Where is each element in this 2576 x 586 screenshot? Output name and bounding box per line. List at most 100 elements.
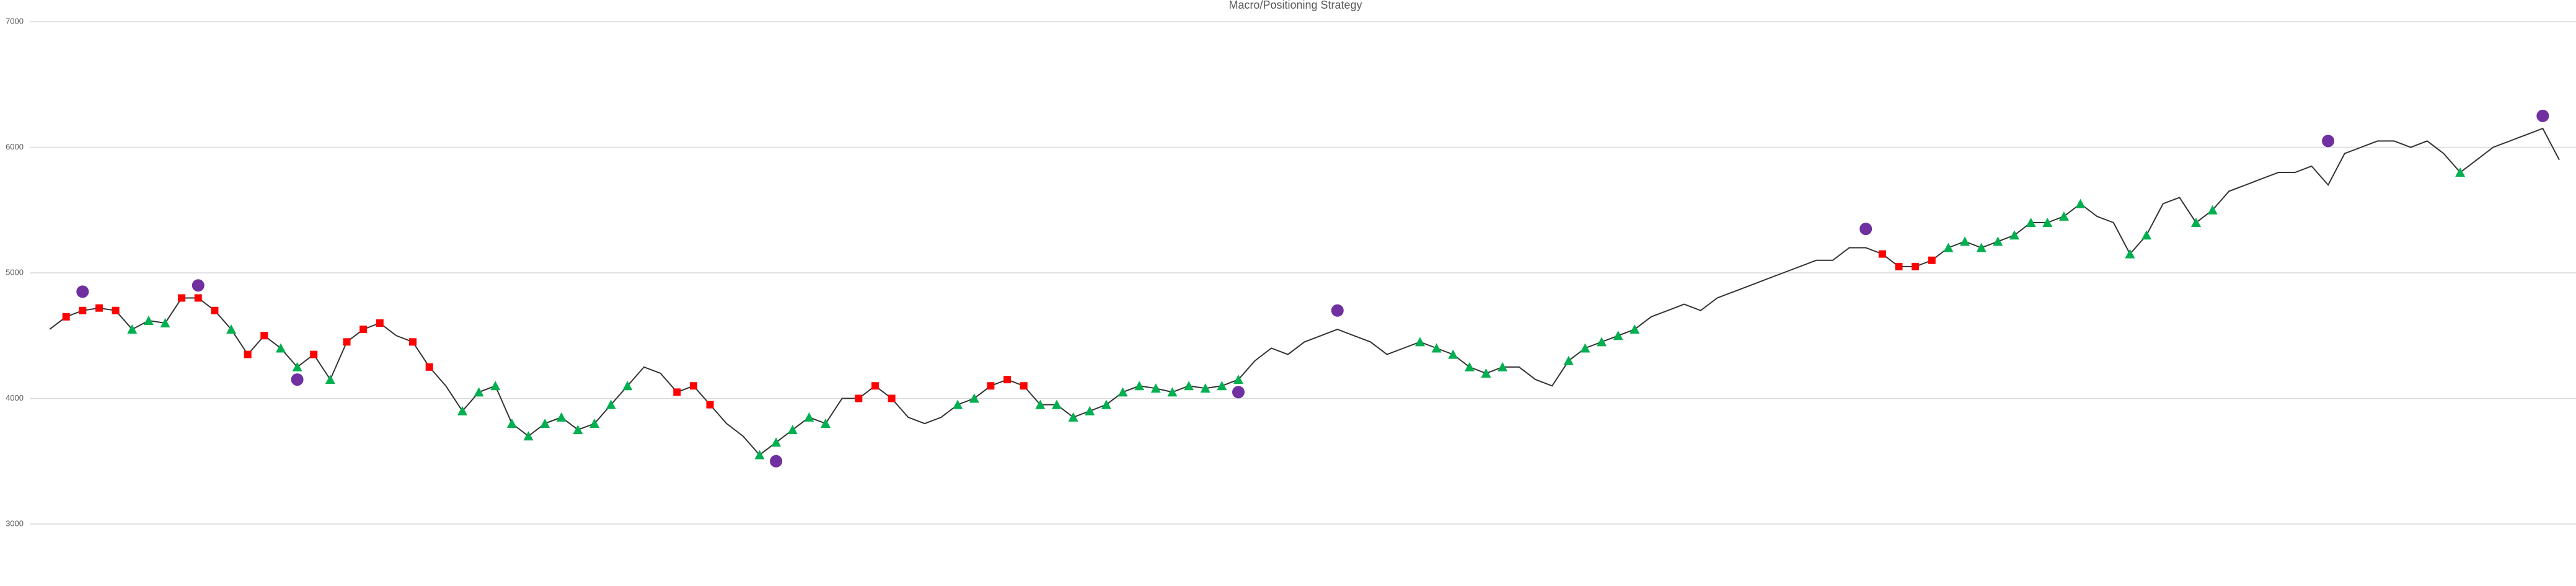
y-tick-label: 7000 <box>6 16 24 25</box>
buy-marker <box>1563 355 1574 365</box>
buy-marker <box>292 362 302 371</box>
buy-marker <box>787 425 798 435</box>
sell-marker <box>95 304 103 312</box>
buy-marker <box>2125 249 2135 259</box>
buy-marker <box>820 419 831 428</box>
buy-marker <box>2207 205 2218 215</box>
buy-marker <box>2075 198 2086 208</box>
y-tick-label: 5000 <box>6 267 24 277</box>
buy-marker <box>1085 406 1095 415</box>
sell-marker <box>871 382 879 390</box>
buy-marker <box>1068 412 1078 422</box>
buy-marker <box>2026 218 2036 227</box>
sell-marker <box>211 306 219 314</box>
buy-marker <box>1464 362 1475 371</box>
sell-marker <box>310 350 318 358</box>
signal-marker <box>1331 304 1344 317</box>
buy-marker <box>589 419 600 428</box>
buy-marker <box>325 375 335 384</box>
sell-marker <box>1020 382 1028 390</box>
buy-marker <box>457 406 467 415</box>
buy-marker <box>160 318 170 327</box>
signal-marker <box>76 285 89 298</box>
buy-marker <box>1217 381 1227 391</box>
sell-marker <box>1928 256 1936 264</box>
sell-marker <box>260 332 268 340</box>
sell-marker <box>689 382 697 390</box>
sell-marker <box>343 338 351 346</box>
buy-marker <box>1134 381 1145 391</box>
buy-marker <box>1943 242 1954 252</box>
buy-marker <box>1233 375 1243 384</box>
buy-marker <box>606 399 616 409</box>
buy-marker <box>2190 218 2201 227</box>
buy-marker <box>1200 383 1211 393</box>
buy-marker <box>474 387 484 397</box>
buy-marker <box>143 315 154 325</box>
sell-marker <box>425 363 433 371</box>
sell-marker <box>1895 262 1903 270</box>
buy-marker <box>1448 349 1458 359</box>
buy-marker <box>226 324 237 334</box>
buy-marker <box>804 412 814 422</box>
buy-marker <box>573 425 583 435</box>
buy-marker <box>490 381 501 391</box>
signal-marker <box>770 455 783 468</box>
price-line <box>49 127 2560 456</box>
buy-marker <box>969 393 979 403</box>
sell-marker <box>1003 376 1012 384</box>
sell-marker <box>888 394 896 402</box>
signal-marker <box>1232 386 1245 399</box>
buy-marker <box>506 419 517 428</box>
sell-marker <box>673 388 681 396</box>
buy-marker <box>127 324 138 334</box>
sell-marker <box>706 401 714 409</box>
buy-marker <box>1431 343 1442 353</box>
buy-marker <box>1613 331 1623 340</box>
buy-marker <box>622 381 633 391</box>
sell-marker <box>359 326 368 334</box>
sell-marker <box>1878 250 1886 258</box>
y-tick-label: 3000 <box>6 518 24 528</box>
buy-marker <box>1580 343 1590 353</box>
signal-marker <box>2322 135 2335 148</box>
buy-marker <box>771 437 782 447</box>
buy-marker <box>2455 167 2466 177</box>
sell-marker <box>79 306 87 314</box>
signal-marker <box>1859 223 1872 236</box>
buy-marker <box>556 412 567 422</box>
sell-marker <box>62 313 70 321</box>
signal-marker <box>192 279 205 292</box>
buy-marker <box>540 419 550 428</box>
sell-marker <box>244 350 252 358</box>
sell-marker <box>178 294 186 302</box>
signal-marker <box>2536 109 2549 122</box>
buy-marker <box>1976 242 1987 252</box>
sell-marker <box>112 306 120 314</box>
buy-marker <box>1035 399 1046 409</box>
buy-marker <box>1150 383 1161 393</box>
buy-marker <box>1993 236 2003 246</box>
buy-marker <box>1960 236 1970 246</box>
buy-marker <box>1184 381 1194 391</box>
buy-marker <box>1414 337 1425 347</box>
sell-marker <box>855 394 863 402</box>
buy-marker <box>953 399 963 409</box>
buy-marker <box>1481 368 1491 378</box>
y-tick-label: 4000 <box>6 393 24 402</box>
buy-marker <box>275 343 286 353</box>
chart-title: Macro/Positioning Strategy <box>1228 0 1362 11</box>
buy-marker <box>1498 362 1508 371</box>
buy-marker <box>1630 324 1640 334</box>
buy-marker <box>2042 218 2053 227</box>
sell-marker <box>409 338 417 346</box>
sell-marker <box>376 319 384 327</box>
buy-marker <box>754 450 765 459</box>
buy-marker <box>2009 230 2019 240</box>
buy-marker <box>1118 387 1128 397</box>
signal-marker <box>291 373 304 386</box>
buy-marker <box>2058 211 2069 221</box>
sell-marker <box>194 294 202 302</box>
